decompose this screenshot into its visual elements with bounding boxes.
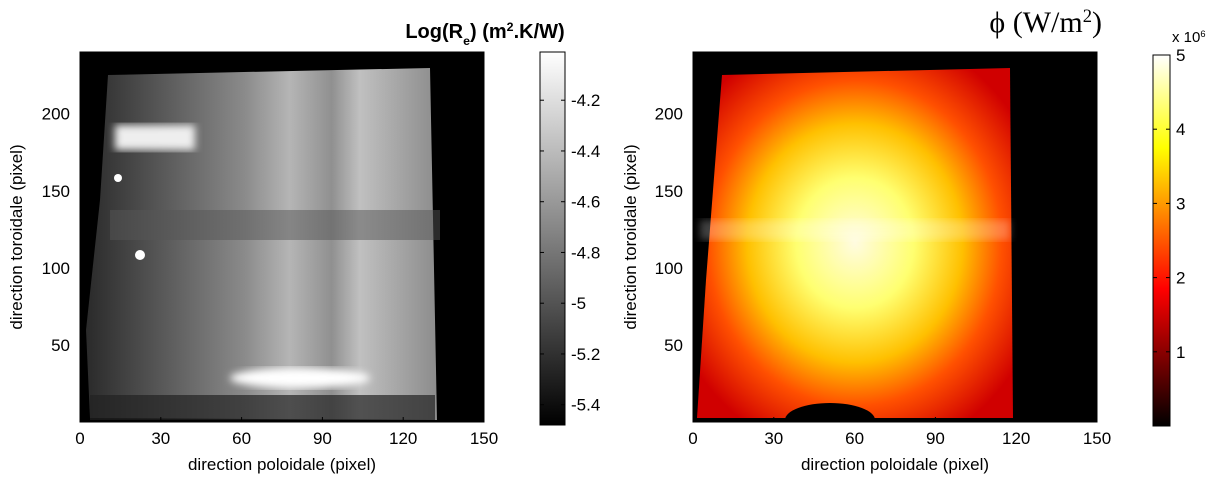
colorbar-tick-label: 5 bbox=[1176, 46, 1185, 65]
y-axis-label: direction toroidale (pixel) bbox=[7, 144, 26, 329]
title-part: Log(R bbox=[405, 21, 463, 43]
y-tick-label: 100 bbox=[655, 259, 683, 278]
y-tick-label: 200 bbox=[655, 105, 683, 124]
colorbar-tick-label: 1 bbox=[1176, 343, 1185, 362]
x-tick-label: 120 bbox=[1002, 429, 1030, 448]
y-tick-label: 50 bbox=[51, 336, 70, 355]
superscript: 2 bbox=[507, 20, 514, 34]
title-part: ) (m bbox=[470, 21, 507, 43]
title-part: .K/W) bbox=[514, 21, 565, 43]
x-tick-label: 30 bbox=[764, 429, 783, 448]
colorbar-tick-label: -5 bbox=[571, 294, 586, 313]
superscript: 6 bbox=[1200, 29, 1205, 39]
x-tick-label: 60 bbox=[845, 429, 864, 448]
y-tick-label: 50 bbox=[664, 336, 683, 355]
colorbar-tick-label: -5.4 bbox=[571, 396, 600, 415]
title-part: x 10 bbox=[1172, 29, 1200, 46]
x-axis-label: direction poloidale (pixel) bbox=[801, 455, 989, 474]
colorbar-tick-label: 4 bbox=[1176, 120, 1185, 139]
chart-title: ϕ (W/m2) bbox=[989, 6, 1102, 40]
x-tick-label: 0 bbox=[688, 429, 697, 448]
y-tick-label: 150 bbox=[42, 182, 70, 201]
y-tick-label: 200 bbox=[42, 105, 70, 124]
x-tick-label: 30 bbox=[151, 429, 170, 448]
x-axis-label: direction poloidale (pixel) bbox=[188, 455, 376, 474]
colorbar-tick-label: -4.2 bbox=[571, 91, 600, 110]
y-tick-label: 100 bbox=[42, 259, 70, 278]
title-part: ϕ (W/m bbox=[989, 6, 1082, 39]
x-tick-label: 60 bbox=[232, 429, 251, 448]
colorbar-scale: x 106 bbox=[1172, 29, 1206, 46]
superscript: e bbox=[463, 34, 470, 48]
chart-title: Log(Re) (m2.K/W) bbox=[405, 20, 564, 48]
colorbar-tick-label: -4.6 bbox=[571, 193, 600, 212]
colorbar-tick-label: -4.4 bbox=[571, 142, 600, 161]
axes-frame bbox=[79, 51, 485, 423]
colorbar bbox=[539, 51, 566, 426]
y-tick-label: 150 bbox=[655, 182, 683, 201]
x-tick-label: 0 bbox=[75, 429, 84, 448]
x-tick-label: 90 bbox=[313, 429, 332, 448]
colorbar-tick-label: -4.8 bbox=[571, 243, 600, 262]
colorbar-tick-label: 2 bbox=[1176, 269, 1185, 288]
superscript: 2 bbox=[1083, 6, 1092, 27]
colorbar bbox=[1152, 54, 1171, 427]
colorbar-tick-label: -5.2 bbox=[571, 345, 600, 364]
title-part: ) bbox=[1092, 6, 1102, 39]
colorbar-tick-label: 3 bbox=[1176, 194, 1185, 213]
heatmap-image bbox=[693, 52, 1097, 422]
axes-frame bbox=[692, 51, 1098, 423]
x-tick-label: 150 bbox=[1083, 429, 1111, 448]
heatmap-image bbox=[80, 52, 484, 422]
x-tick-label: 120 bbox=[389, 429, 417, 448]
x-tick-label: 90 bbox=[926, 429, 945, 448]
x-tick-label: 150 bbox=[470, 429, 498, 448]
y-axis-label: direction toroidale (pixel) bbox=[621, 144, 640, 329]
